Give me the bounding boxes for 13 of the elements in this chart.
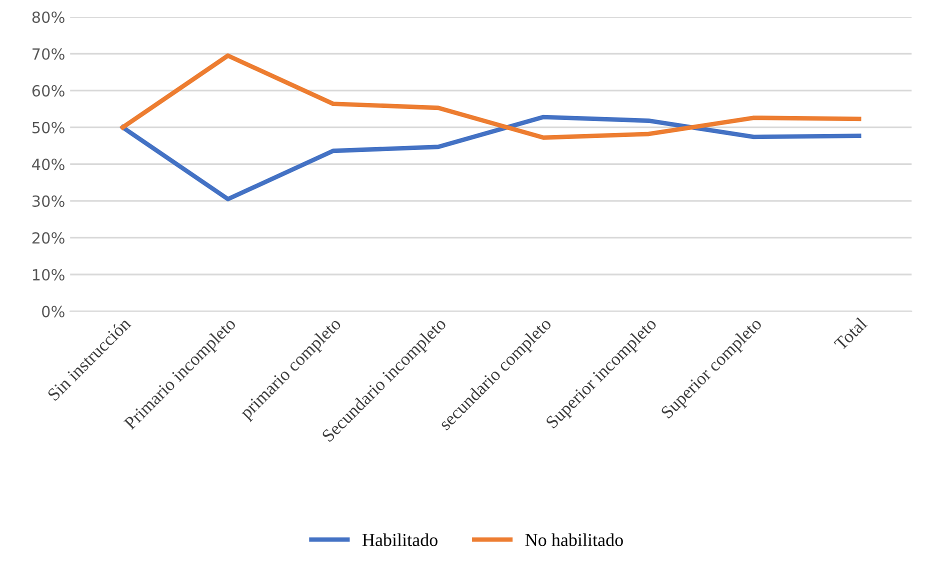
y-tick-label: 60% <box>32 85 64 97</box>
line-series <box>120 53 862 140</box>
legend-label: No habilitado <box>525 533 623 546</box>
y-tick-label: 80% <box>32 11 64 23</box>
y-tick-label: 0% <box>42 306 64 318</box>
y-tick-label: 20% <box>32 232 64 244</box>
y-tick-label: 30% <box>32 195 64 207</box>
y-tick-label: 40% <box>32 158 64 170</box>
y-tick-label: 50% <box>32 122 64 134</box>
y-tick-label: 70% <box>32 48 64 60</box>
legend-label: Habilitado <box>362 533 438 546</box>
line-series <box>120 114 862 202</box>
y-tick-label: 10% <box>32 268 64 281</box>
